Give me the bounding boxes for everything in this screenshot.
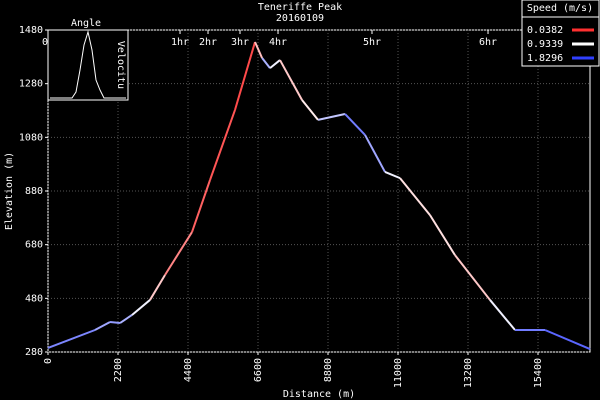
inset-title: Angle: [71, 18, 101, 29]
time-tick-label: 5hr: [363, 37, 381, 48]
inset: Angle Velocitu: [47, 18, 129, 101]
y-tick-label: 880: [25, 186, 43, 197]
profile-segment: [109, 320, 121, 325]
x-tick-label: 0: [43, 358, 54, 364]
profile-segment: [344, 113, 366, 136]
profile-segment: [399, 177, 431, 216]
legend-title: Speed (m/s): [527, 3, 593, 14]
x-tick-label: 4400: [183, 358, 194, 382]
time-tick-label: 2hr: [199, 37, 217, 48]
profile-segment: [234, 41, 256, 111]
y-tick-label: 480: [25, 293, 43, 304]
y-axis-label: Elevation (m): [4, 152, 15, 230]
x-tick-label: 13200: [463, 358, 474, 388]
profile-segment: [94, 321, 111, 331]
profile-segment: [254, 41, 263, 59]
chart-title: Teneriffe Peak: [258, 2, 342, 13]
legend-frame: [521, 0, 600, 67]
profile-segment: [164, 231, 193, 276]
profile-segment: [279, 59, 303, 101]
y-tick-label: 1480: [19, 25, 43, 36]
x-tick-label: 2200: [113, 358, 124, 382]
profile-segment: [131, 299, 151, 316]
y-tick-label: 1280: [19, 79, 43, 90]
x-tick-label: 11000: [393, 358, 404, 388]
inset-side-label: Velocitu: [115, 41, 126, 89]
inset-curve: [50, 30, 126, 99]
legend-label: 0.0382: [527, 25, 563, 36]
legend-label: 1.8296: [527, 53, 563, 64]
profile-segment: [489, 299, 516, 331]
profile-segment: [191, 179, 211, 233]
profile-segment: [317, 113, 346, 121]
profile-segment: [269, 59, 281, 69]
legend-label: 0.9339: [527, 39, 563, 50]
x-axis-label: Distance (m): [283, 389, 355, 400]
profile-segment: [364, 134, 386, 173]
profile-segment: [301, 99, 319, 121]
time-tick-label: 6hr: [479, 37, 497, 48]
inset-frame: [47, 29, 129, 101]
profile-segment: [384, 171, 401, 180]
y-tick-label: 1080: [19, 132, 43, 143]
y-tick-label: 280: [25, 347, 43, 358]
profile-segment: [47, 329, 96, 349]
profile-segment: [544, 329, 591, 350]
profile-segment: [119, 314, 133, 324]
chart-subtitle: 20160109: [276, 13, 324, 24]
x-tick-label: 8800: [323, 358, 334, 382]
profile-segment: [454, 254, 491, 301]
profile-segment: [429, 214, 456, 256]
time-tick-label: 1hr: [171, 37, 189, 48]
time-tick-label: 4hr: [269, 37, 287, 48]
time-tick-label: 3hr: [231, 37, 249, 48]
y-tick-label: 680: [25, 240, 43, 251]
legend: Speed (m/s) 0.0382 0.9339 1.8296: [521, 0, 600, 67]
profile-segment: [149, 274, 166, 301]
profile-segment: [261, 57, 271, 69]
x-tick-label: 15400: [533, 358, 544, 388]
profile-segment: [209, 109, 236, 181]
x-tick-label: 6600: [253, 358, 264, 382]
